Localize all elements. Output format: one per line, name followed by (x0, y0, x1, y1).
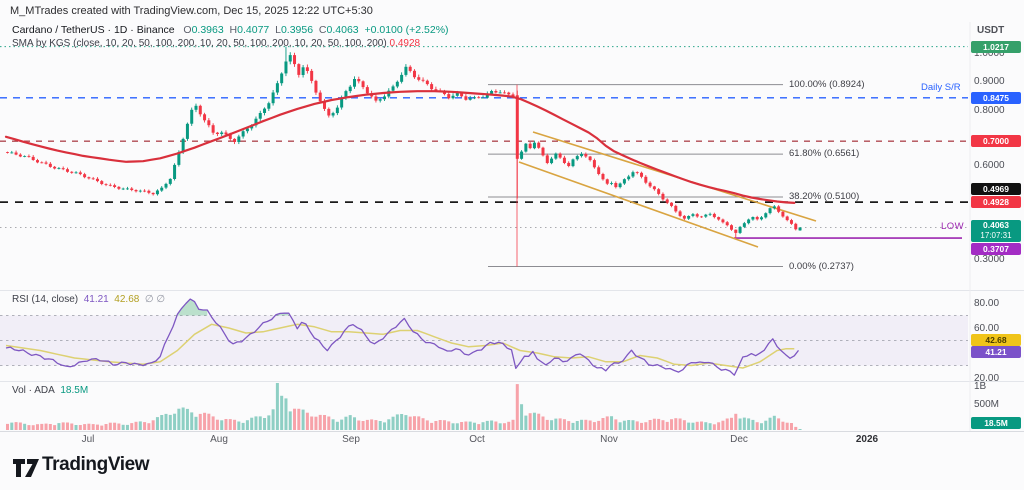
symbol-title[interactable]: Cardano / TetherUS · 1D · Binance (12, 24, 175, 36)
resistance-price-badge[interactable]: 0.7000 (971, 135, 1021, 147)
level-price-black-badge[interactable]: 0.4969 (971, 183, 1021, 195)
fib-level-label[interactable]: 61.80% (0.6561) (789, 148, 860, 159)
low-value: 0.3956 (280, 24, 314, 36)
volume-value-badge[interactable]: 18.5M (971, 417, 1021, 429)
sma-legend[interactable]: SMA by KGS (close, 10, 20, 50, 100, 200,… (12, 38, 420, 49)
low-label: L (275, 24, 281, 36)
time-axis-label[interactable]: 2026 (855, 434, 879, 445)
time-axis-label[interactable]: Nov (600, 434, 618, 445)
time-axis-label[interactable]: Sep (342, 434, 360, 445)
symbol-legend[interactable]: Cardano / TetherUS · 1D · Binance O0.396… (12, 24, 449, 36)
close-label: C (318, 24, 327, 36)
close-value: 0.4063 (326, 24, 359, 36)
price-tick: 0.6000 (974, 160, 1005, 171)
fib-level-label[interactable]: 100.00% (0.8924) (789, 79, 865, 90)
low-price-badge[interactable]: 0.3707 (971, 243, 1021, 255)
rsi-legend[interactable]: RSI (14, close) 41.21 42.68 ∅ ∅ (12, 294, 165, 305)
countdown-timer: 17:07:31 (980, 231, 1012, 240)
current-price-badge[interactable]: 0.4063 17:07:31 (971, 220, 1021, 242)
high-label: H (229, 24, 238, 36)
currency-label: USDT (977, 25, 1005, 36)
rsi-value: 41.21 (83, 294, 109, 305)
rsi-ma-value: 42.68 (114, 294, 140, 305)
volume-current: 18.5M (60, 385, 89, 396)
fib-level-label[interactable]: 0.00% (0.2737) (789, 261, 854, 272)
time-axis-label[interactable]: Aug (210, 434, 228, 445)
fib-level-label[interactable]: 38.20% (0.5100) (789, 191, 860, 202)
rsi-tick: 80.00 (974, 298, 1000, 309)
sma-price-badge[interactable]: 0.4928 (971, 196, 1021, 208)
high-value: 0.4077 (237, 24, 270, 36)
price-tick: 0.8000 (974, 105, 1005, 116)
volume-tick: 500M (974, 399, 1000, 410)
price-tick: 0.3000 (974, 254, 1005, 265)
rsi-ma-value-badge[interactable]: 42.68 (971, 334, 1021, 346)
sma-title: SMA by KGS (close, 10, 20, 50, 100, 200,… (12, 38, 387, 49)
rsi-value-badge[interactable]: 41.21 (971, 346, 1021, 358)
ath-price-badge[interactable]: 1.0217 (971, 41, 1021, 53)
rsi-tick: 20.00 (974, 373, 1000, 384)
daily-sr-label[interactable]: Daily S/R (921, 82, 961, 93)
sma-value: 0.4928 (389, 38, 421, 49)
tradingview-brand-text[interactable]: TradingView (42, 454, 150, 475)
volume-title: Vol · ADA (12, 385, 55, 396)
daily-sr-price-badge[interactable]: 0.8475 (971, 92, 1021, 104)
volume-tick: 1B (974, 381, 987, 392)
watermark-text: M_MTrades created with TradingView.com, … (10, 5, 373, 17)
open-value: 0.3963 (191, 24, 224, 36)
price-tick: 0.9000 (974, 76, 1005, 87)
volume-legend[interactable]: Vol · ADA 18.5M (12, 385, 88, 396)
time-axis-label[interactable]: Dec (730, 434, 748, 445)
change-value: +0.0100 (+2.52%) (364, 24, 449, 36)
open-label: O (183, 24, 192, 36)
tradingview-logo-icon[interactable] (12, 456, 40, 480)
time-axis-label[interactable]: Oct (469, 434, 485, 445)
low-label[interactable]: LOW (941, 221, 965, 232)
rsi-tick: 60.00 (974, 323, 1000, 334)
rsi-title: RSI (14, close) (12, 294, 79, 305)
time-axis-label[interactable]: Jul (81, 434, 95, 445)
price-tick: 1.0000 (974, 48, 1005, 59)
rsi-extra-values: ∅ ∅ (144, 294, 166, 305)
